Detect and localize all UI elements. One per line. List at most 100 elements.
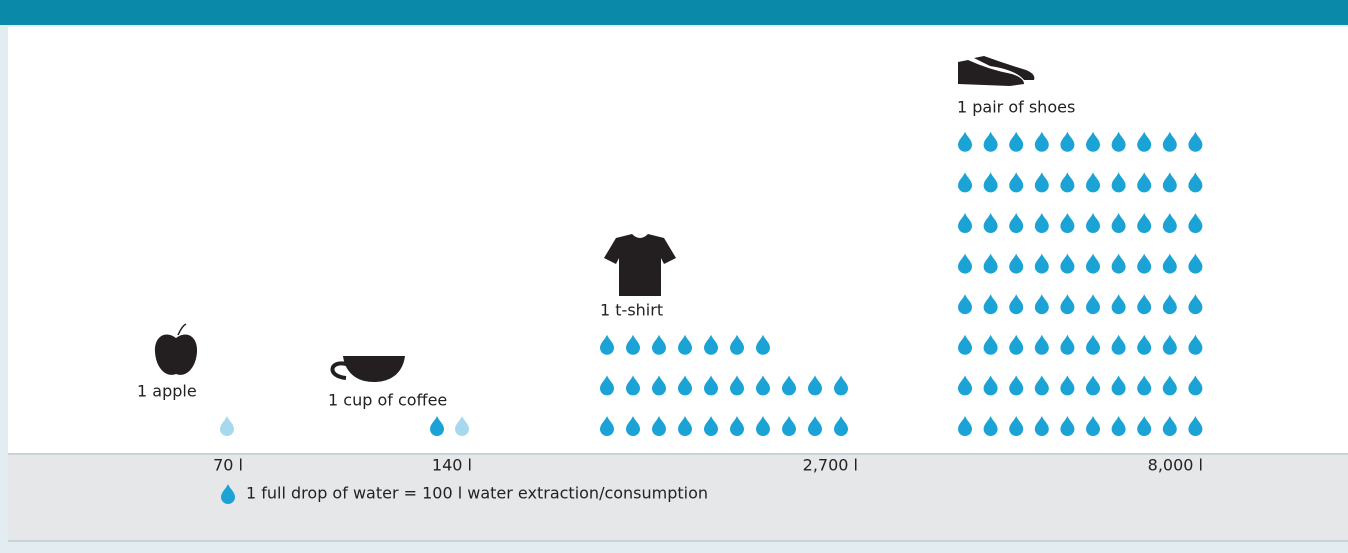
drop <box>1162 213 1177 233</box>
drop <box>1086 416 1100 436</box>
drop <box>430 416 444 436</box>
drop <box>782 375 796 396</box>
drop <box>1009 131 1024 152</box>
drop <box>1086 334 1100 355</box>
drop <box>983 416 998 436</box>
drop <box>1034 253 1049 274</box>
drop <box>704 375 718 396</box>
drop <box>1162 253 1177 274</box>
drop <box>1034 172 1049 193</box>
drop <box>1034 294 1049 315</box>
drop <box>756 334 770 355</box>
drop <box>704 334 718 355</box>
drop <box>782 416 796 436</box>
drop <box>983 131 998 152</box>
drop-stack <box>958 131 1203 436</box>
drop <box>1111 253 1126 274</box>
drop <box>1137 253 1152 274</box>
value-label: 8,000 l <box>1148 456 1203 475</box>
drop <box>1060 334 1075 355</box>
category-label: 1 apple <box>137 382 197 401</box>
drop <box>600 334 614 355</box>
drop <box>1060 294 1075 315</box>
drop <box>958 375 972 396</box>
drop <box>730 334 744 355</box>
drop <box>1137 334 1152 355</box>
drop <box>1086 131 1100 152</box>
drop <box>983 294 998 315</box>
drop <box>1188 294 1203 315</box>
title-bar <box>0 0 1348 25</box>
drop <box>221 484 235 504</box>
drop <box>704 416 718 436</box>
drop <box>1111 416 1126 436</box>
drop <box>1086 294 1100 315</box>
drop <box>1111 334 1126 355</box>
drop <box>1137 172 1152 193</box>
drop <box>1060 213 1075 233</box>
drop <box>1162 416 1177 436</box>
drop <box>1111 213 1126 233</box>
drop <box>1111 131 1126 152</box>
drop <box>1009 213 1024 233</box>
drop <box>958 253 972 274</box>
drop <box>958 213 972 233</box>
value-label: 70 l <box>213 456 243 475</box>
drop <box>1086 253 1100 274</box>
drop <box>1137 213 1152 233</box>
drop <box>834 416 848 436</box>
drop <box>958 334 972 355</box>
drop <box>626 375 640 396</box>
drop <box>1034 334 1049 355</box>
drop <box>1086 375 1100 396</box>
shoes-icon <box>958 56 1035 86</box>
drop <box>1034 375 1049 396</box>
drop <box>626 416 640 436</box>
drop <box>600 416 614 436</box>
drop <box>1034 213 1049 233</box>
drop <box>1060 253 1075 274</box>
drop <box>1162 375 1177 396</box>
drop <box>1009 172 1024 193</box>
drop <box>1060 416 1075 436</box>
legend-text: 1 full drop of water = 100 l water extra… <box>246 484 708 503</box>
drop <box>1009 253 1024 274</box>
value-label: 2,700 l <box>803 456 858 475</box>
drop <box>730 416 744 436</box>
t-shirt-icon <box>604 234 676 296</box>
drop <box>1162 172 1177 193</box>
apple-icon <box>154 323 198 375</box>
drop <box>1111 375 1126 396</box>
value-label: 140 l <box>432 456 472 475</box>
drop <box>1188 375 1203 396</box>
drop <box>808 375 822 396</box>
drop-empty <box>220 416 234 436</box>
drop <box>1137 416 1152 436</box>
category-label: 1 cup of coffee <box>328 391 447 410</box>
drop <box>1086 213 1100 233</box>
drop <box>756 375 770 396</box>
drop <box>652 416 666 436</box>
drop <box>678 416 692 436</box>
drop <box>1034 416 1049 436</box>
drop <box>1188 334 1203 355</box>
drop <box>1137 294 1152 315</box>
drop <box>1188 172 1203 193</box>
drop <box>1034 131 1049 152</box>
drop <box>1162 294 1177 315</box>
divider <box>8 453 1348 455</box>
drop <box>652 334 666 355</box>
drop <box>1111 294 1126 315</box>
drop <box>1137 131 1152 152</box>
drop <box>958 294 972 315</box>
drop <box>1009 334 1024 355</box>
category-label: 1 pair of shoes <box>957 97 1075 116</box>
drop <box>958 172 972 193</box>
drop <box>1060 375 1075 396</box>
drop <box>678 375 692 396</box>
drop <box>834 375 848 396</box>
drop <box>983 213 998 233</box>
drop <box>1086 172 1100 193</box>
drop <box>1188 253 1203 274</box>
drop <box>600 375 614 396</box>
